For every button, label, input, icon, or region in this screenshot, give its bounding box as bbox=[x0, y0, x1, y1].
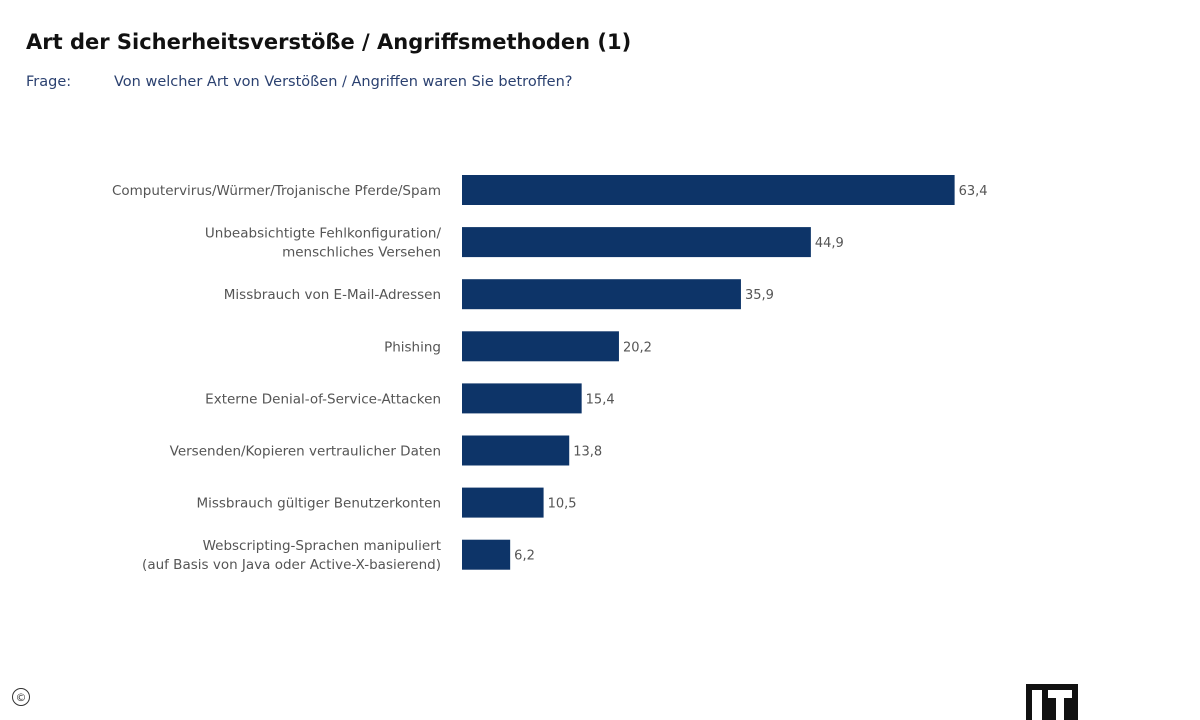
category-label-5: Versenden/Kopieren vertraulicher Daten bbox=[170, 444, 441, 460]
bar-value-label-2: 35,9 bbox=[745, 288, 774, 303]
copyright-icon: © bbox=[12, 688, 30, 706]
chart-title: Art der Sicherheitsverstöße / Angriffsme… bbox=[26, 30, 632, 54]
bar-value-label-5: 13,8 bbox=[573, 445, 602, 460]
category-label-4: Externe Denial-of-Service-Attacken bbox=[205, 391, 441, 407]
bar-value-label-1: 44,9 bbox=[815, 236, 844, 251]
bar-value-label-0: 63,4 bbox=[959, 184, 988, 199]
category-label-2: Missbrauch von E-Mail-Adressen bbox=[224, 287, 441, 303]
category-label-0: Computervirus/Würmer/Trojanische Pferde/… bbox=[112, 183, 441, 199]
bar-6 bbox=[462, 487, 544, 518]
category-label-7: Webscripting-Sprachen manipuliert (auf Ba… bbox=[142, 538, 441, 573]
brand-logo bbox=[1026, 684, 1078, 720]
question-line: Frage: Von welcher Art von Verstößen / An… bbox=[26, 74, 573, 90]
category-label-3: Phishing bbox=[384, 339, 441, 355]
question-text: Von welcher Art von Verstößen / Angriffe… bbox=[114, 74, 573, 90]
bar-value-label-7: 6,2 bbox=[514, 549, 535, 564]
bar-3 bbox=[462, 331, 619, 362]
bar-4 bbox=[462, 383, 582, 414]
question-label: Frage: bbox=[26, 74, 72, 90]
bar-0 bbox=[462, 175, 955, 205]
bar-1 bbox=[462, 227, 811, 258]
bar-7 bbox=[462, 539, 511, 570]
category-label-1: Unbeabsichtigte Fehlkonfiguration/mensch… bbox=[205, 226, 442, 261]
bar-value-label-6: 10,5 bbox=[548, 497, 577, 512]
bar-5 bbox=[462, 435, 570, 466]
bar-value-label-3: 20,2 bbox=[623, 340, 652, 355]
category-label-6: Missbrauch gültiger Benutzerkonten bbox=[196, 496, 441, 512]
bar-2 bbox=[462, 279, 741, 310]
bar-value-label-4: 15,4 bbox=[586, 392, 615, 407]
